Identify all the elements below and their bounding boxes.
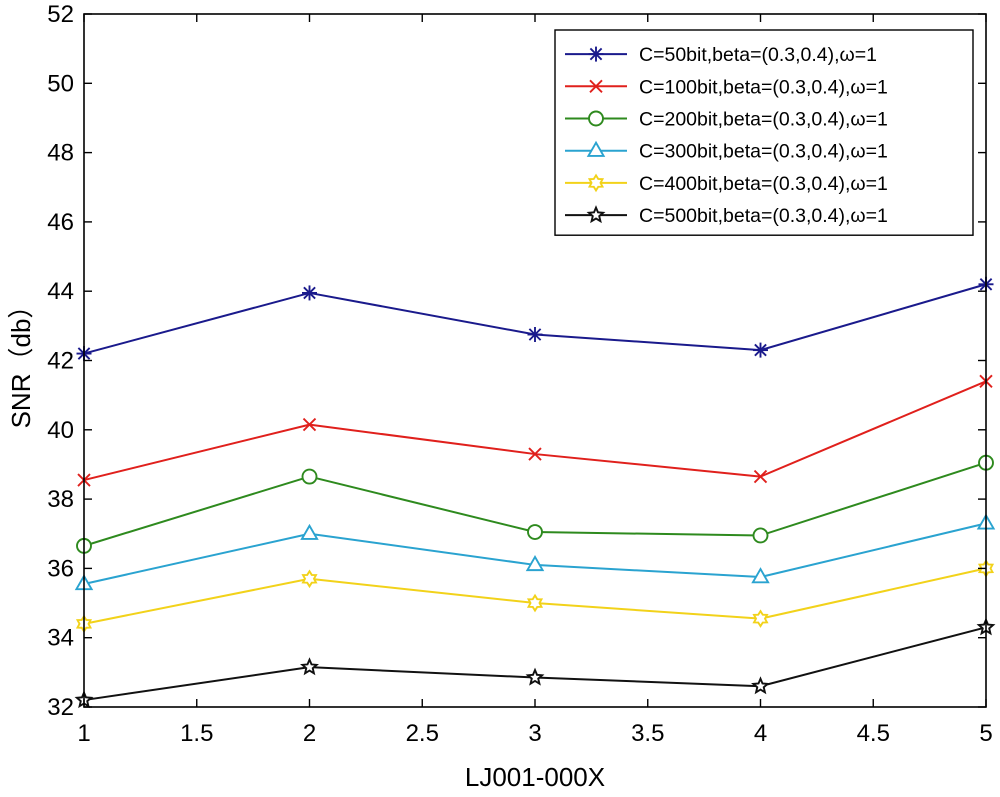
x-tick-label: 2 <box>303 720 316 747</box>
x-tick-label: 3 <box>528 720 541 747</box>
data-point-marker <box>528 447 542 461</box>
data-point-marker <box>525 667 545 686</box>
series-2 <box>76 454 994 554</box>
legend-marker <box>586 140 606 157</box>
series-line <box>83 283 987 355</box>
data-point-marker <box>752 527 769 544</box>
y-tick-label: 52 <box>47 1 74 28</box>
data-point-marker <box>300 523 319 540</box>
legend-label: C=300bit,beta=(0.3,0.4),ω=1 <box>639 141 888 163</box>
legend-marker <box>588 46 604 62</box>
legend-label: C=50bit,beta=(0.3,0.4),ω=1 <box>639 44 877 66</box>
y-tick-label: 38 <box>47 486 74 513</box>
series-line <box>83 380 987 482</box>
x-tick-label: 4 <box>754 720 767 747</box>
data-point-marker <box>301 468 318 485</box>
series-1 <box>77 374 993 487</box>
series-0 <box>76 276 994 362</box>
x-tick-label: 2.5 <box>406 720 439 747</box>
y-tick-label: 48 <box>47 140 74 167</box>
data-point-marker <box>526 593 544 613</box>
data-point-marker <box>525 555 545 572</box>
legend-item: C=200bit,beta=(0.3,0.4),ω=1 <box>565 109 888 131</box>
legend-label: C=100bit,beta=(0.3,0.4),ω=1 <box>639 76 888 98</box>
data-point-marker <box>753 469 768 484</box>
y-axis-label: SNR（db） <box>6 293 36 429</box>
legend-item: C=400bit,beta=(0.3,0.4),ω=1 <box>565 173 888 195</box>
data-point-marker <box>302 417 317 432</box>
series-layer <box>74 276 996 709</box>
y-tick-label: 42 <box>47 348 74 375</box>
x-tick-label: 1 <box>77 720 90 747</box>
y-tick-label: 44 <box>47 278 74 305</box>
data-point-marker <box>527 327 543 343</box>
x-tick-label: 3.5 <box>631 720 664 747</box>
y-tick-label: 34 <box>47 625 74 652</box>
data-point-marker <box>527 524 543 540</box>
legend-marker <box>587 173 605 193</box>
x-tick-label: 4.5 <box>857 720 890 747</box>
legend-label: C=500bit,beta=(0.3,0.4),ω=1 <box>639 205 888 227</box>
x-tick-label: 1.5 <box>180 720 213 747</box>
data-point-marker <box>301 569 318 589</box>
legend-item: C=100bit,beta=(0.3,0.4),ω=1 <box>565 76 888 98</box>
y-tick-label: 32 <box>47 694 74 721</box>
data-point-marker <box>751 567 770 584</box>
legend-marker <box>589 79 603 93</box>
data-point-marker <box>751 676 770 695</box>
tick-layer: 1 1.5 2 2.5 3 3.5 4 4.5 5 32 34 36 38 40 42 44 46 48 50 52 <box>47 1 992 747</box>
series-line <box>83 626 987 702</box>
legend-item: C=300bit,beta=(0.3,0.4),ω=1 <box>565 141 888 163</box>
legend-marker <box>586 205 606 224</box>
data-point-marker <box>302 285 317 301</box>
legend-item: C=500bit,beta=(0.3,0.4),ω=1 <box>565 205 888 227</box>
y-tick-label: 36 <box>47 555 74 582</box>
legend-box <box>554 29 974 236</box>
data-point-marker <box>752 609 769 628</box>
x-axis-label: LJ001-000X <box>465 762 605 792</box>
legend-marker <box>588 110 604 127</box>
series-3 <box>74 513 996 591</box>
legend-label: C=400bit,beta=(0.3,0.4),ω=1 <box>639 173 888 195</box>
series-5 <box>74 617 996 709</box>
y-tick-label: 40 <box>47 417 74 444</box>
legend-label: C=200bit,beta=(0.3,0.4),ω=1 <box>639 109 888 131</box>
legend-item: C=50bit,beta=(0.3,0.4),ω=1 <box>565 44 877 66</box>
data-point-marker <box>300 657 319 676</box>
series-4 <box>75 559 995 634</box>
y-tick-label: 50 <box>47 70 74 97</box>
legend: C=50bit,beta=(0.3,0.4),ω=1 C=100bit,beta=… <box>554 29 974 236</box>
x-tick-label: 5 <box>979 720 992 747</box>
data-point-marker <box>753 342 768 358</box>
y-tick-label: 46 <box>47 209 74 236</box>
